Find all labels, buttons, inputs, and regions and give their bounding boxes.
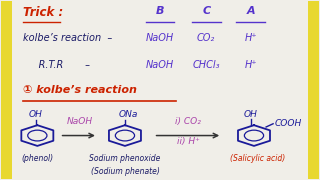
Text: NaOH: NaOH (146, 60, 174, 70)
Text: COOH: COOH (275, 119, 302, 128)
FancyBboxPatch shape (308, 1, 319, 179)
Text: ii) H⁺: ii) H⁺ (177, 137, 199, 146)
Text: B: B (156, 6, 164, 16)
Text: (Salicylic acid): (Salicylic acid) (229, 154, 285, 163)
Text: C: C (202, 6, 210, 16)
Text: NaOH: NaOH (66, 117, 92, 126)
Text: CO₂: CO₂ (197, 33, 215, 43)
Text: ① kolbe’s reaction: ① kolbe’s reaction (23, 85, 137, 95)
Text: H⁺: H⁺ (244, 60, 257, 70)
Text: Trick :: Trick : (23, 6, 63, 19)
Text: NaOH: NaOH (146, 33, 174, 43)
Text: A: A (246, 6, 255, 16)
Text: CHCl₃: CHCl₃ (192, 60, 220, 70)
Text: H⁺: H⁺ (244, 33, 257, 43)
Text: ONa: ONa (118, 110, 138, 119)
Text: kolbe’s reaction  –: kolbe’s reaction – (23, 33, 112, 43)
Text: i) CO₂: i) CO₂ (175, 117, 201, 126)
Text: (phenol): (phenol) (21, 154, 53, 163)
Text: R.T.R       –: R.T.R – (23, 60, 90, 70)
Text: Sodium phenoxide: Sodium phenoxide (89, 154, 161, 163)
Text: OH: OH (244, 110, 258, 119)
Text: (Sodium phenate): (Sodium phenate) (91, 167, 159, 176)
FancyBboxPatch shape (1, 1, 12, 179)
Text: OH: OH (29, 110, 43, 119)
